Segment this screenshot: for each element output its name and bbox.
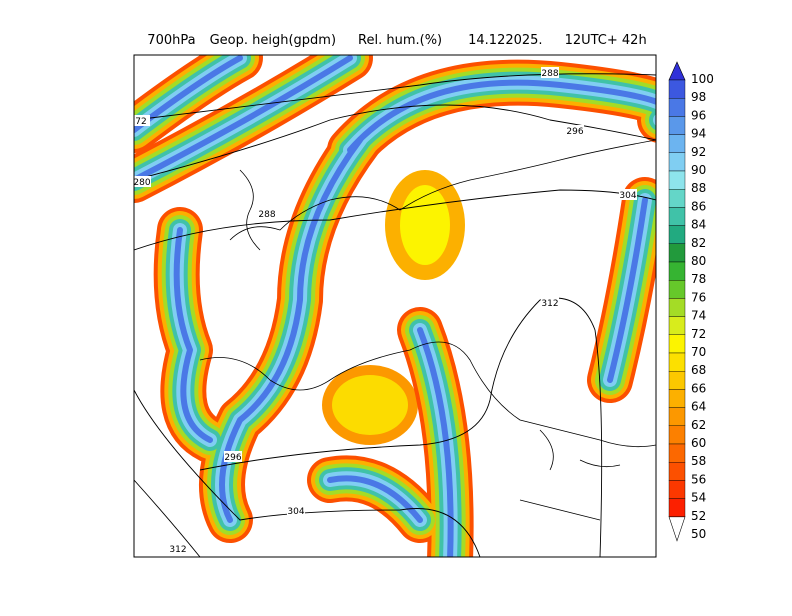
colorbar-cell bbox=[668, 462, 686, 481]
colorbar-cell bbox=[668, 425, 686, 445]
colorbar-cell bbox=[668, 389, 686, 408]
colorbar-label: 52 bbox=[691, 509, 706, 523]
colorbar-label: 54 bbox=[691, 491, 706, 505]
colorbar-cell bbox=[668, 116, 686, 135]
colorbar-label: 50 bbox=[691, 527, 706, 541]
title-time: 12UTC+ 42h bbox=[565, 33, 647, 48]
colorbar-cell bbox=[668, 316, 686, 336]
title: 700hPa Geop. heigh(gpdm) Rel. hum.(%) 14.12… bbox=[147, 33, 646, 48]
contour-label-bg bbox=[287, 505, 305, 516]
colorbar-cell bbox=[668, 261, 686, 281]
colorbar-label: 68 bbox=[691, 363, 706, 377]
colorbar-label: 94 bbox=[691, 127, 706, 141]
colorbar-label: 90 bbox=[691, 163, 706, 177]
colorbar-label: 98 bbox=[691, 90, 706, 104]
contour-label-bg bbox=[258, 208, 276, 219]
contour-label-bg bbox=[224, 451, 242, 462]
title-level: 700hPa bbox=[147, 33, 195, 48]
contour-label-bg bbox=[132, 115, 150, 126]
colorbar-cell bbox=[668, 243, 686, 263]
map-frame bbox=[133, 54, 657, 558]
colorbar-cell bbox=[668, 516, 686, 542]
contour-label: 304 bbox=[287, 507, 304, 517]
colorbar-cell bbox=[668, 225, 686, 245]
colorbar-label: 82 bbox=[691, 236, 706, 250]
colorbar-label: 96 bbox=[691, 108, 706, 122]
contour-label-bg bbox=[169, 543, 187, 554]
contour-label: 72 bbox=[135, 117, 146, 127]
colorbar-cell bbox=[668, 188, 686, 208]
colorbar-label: 88 bbox=[691, 181, 706, 195]
colorbar-cell bbox=[668, 298, 686, 317]
colorbar-cell bbox=[668, 79, 686, 99]
contour-label: 288 bbox=[541, 69, 558, 79]
contour-label-bg bbox=[566, 125, 584, 136]
colorbar-label: 100 bbox=[691, 72, 714, 86]
colorbar-cell bbox=[668, 371, 686, 390]
contour-labels: 288 296 304 312 72 280 288 296 304 312 bbox=[132, 67, 637, 555]
colorbar-cell bbox=[668, 443, 686, 463]
colorbar-label: 86 bbox=[691, 199, 706, 213]
contour-label: 312 bbox=[541, 299, 558, 309]
colorbar-label: 92 bbox=[691, 145, 706, 159]
colorbar-label: 62 bbox=[691, 418, 706, 432]
contour-label: 288 bbox=[258, 210, 275, 220]
contour-label-bg bbox=[619, 189, 637, 200]
colorbar-label: 56 bbox=[691, 472, 706, 486]
coastlines bbox=[199, 139, 656, 521]
contour-label: 312 bbox=[169, 545, 186, 555]
colorbar: 100 98 96 94 92 90 88 86 84 82 80 78 76 74 72 70 68 66 64 6… bbox=[668, 61, 714, 542]
colorbar-label: 60 bbox=[691, 436, 706, 450]
colorbar-label: 80 bbox=[691, 254, 706, 268]
contour-label-bg bbox=[541, 67, 559, 78]
colorbar-label: 76 bbox=[691, 290, 706, 304]
colorbar-label: 64 bbox=[691, 400, 706, 414]
title-field2: Rel. hum.(%) bbox=[358, 33, 442, 48]
humidity-field bbox=[134, 58, 669, 560]
colorbar-cell bbox=[668, 334, 686, 354]
colorbar-cell bbox=[668, 480, 686, 499]
colorbar-cell bbox=[668, 152, 686, 172]
colorbar-cell bbox=[668, 407, 686, 427]
colorbar-label: 66 bbox=[691, 381, 706, 395]
colorbar-cell bbox=[668, 498, 686, 518]
title-date: 14.122025. bbox=[468, 33, 542, 48]
colorbar-cell bbox=[668, 352, 686, 372]
colorbar-label: 74 bbox=[691, 309, 706, 323]
colorbar-cell bbox=[668, 61, 686, 81]
contour-label: 280 bbox=[133, 178, 150, 188]
contour-label: 296 bbox=[224, 453, 241, 463]
colorbar-cell bbox=[668, 280, 686, 299]
colorbar-label: 78 bbox=[691, 272, 706, 286]
contour-label-bg bbox=[133, 176, 151, 187]
colorbar-label: 70 bbox=[691, 345, 706, 359]
title-field1: Geop. heigh(gpdm) bbox=[210, 33, 336, 48]
contour-label-bg bbox=[541, 297, 559, 308]
colorbar-label: 72 bbox=[691, 327, 706, 341]
colorbar-cell bbox=[668, 134, 686, 154]
colorbar-cell bbox=[668, 207, 686, 226]
colorbar-cell bbox=[668, 170, 686, 190]
colorbar-label: 58 bbox=[691, 454, 706, 468]
contour-label: 304 bbox=[619, 191, 636, 201]
colorbar-cell bbox=[668, 97, 686, 117]
colorbar-label: 84 bbox=[691, 218, 706, 232]
contour-label: 296 bbox=[566, 127, 583, 137]
